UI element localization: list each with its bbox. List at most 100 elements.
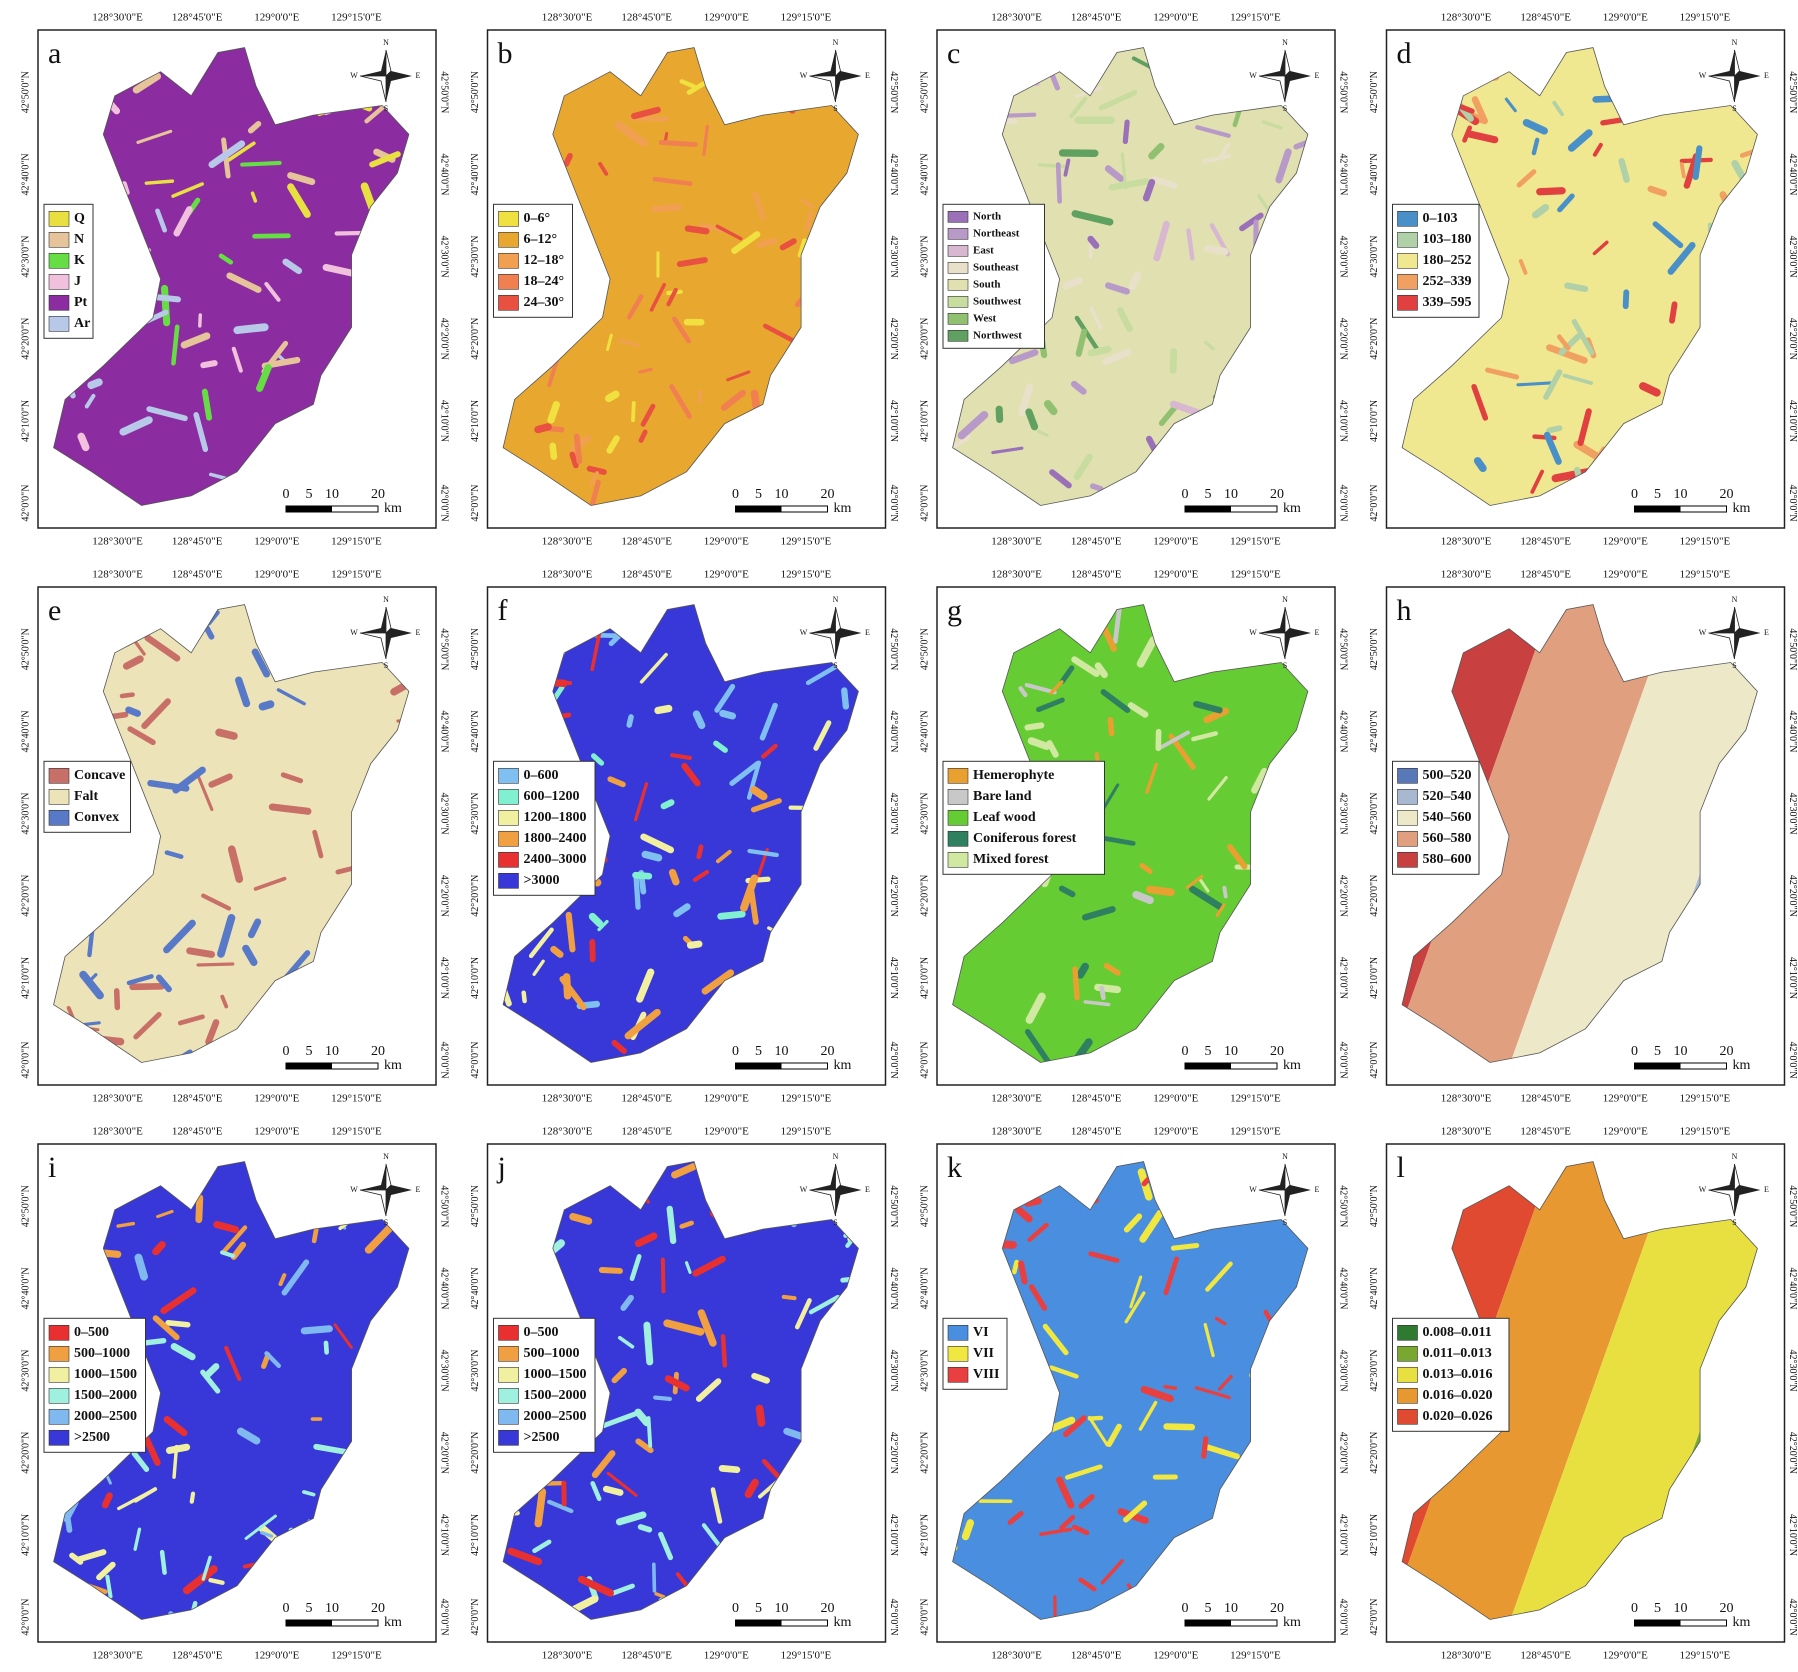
map-feature <box>591 1450 616 1479</box>
map-feature <box>658 140 698 148</box>
y-coord-label: 42°30'0"N <box>888 1350 899 1392</box>
panel: b 0–6° 6–12° 12–18° 18–24° 24–30° N E S W 0 5 10 20km… <box>470 12 899 548</box>
map-feature <box>155 208 168 233</box>
x-coord-label: 128°45'0"E <box>1071 536 1122 548</box>
map-feature <box>240 160 282 167</box>
y-coord-label: 42°40'0"N <box>1338 1267 1349 1309</box>
panel: c North Northeast East Southeast South Southwe… <box>919 12 1348 548</box>
y-coord-label: 42°10'0"N <box>1369 400 1380 442</box>
map-feature <box>1062 276 1084 290</box>
panel-letter: k <box>947 1151 962 1184</box>
map-feature <box>1275 148 1292 184</box>
map-feature <box>1203 1322 1215 1358</box>
map-feature <box>653 1395 672 1402</box>
map-feature <box>748 888 759 925</box>
legend-label: Coniferous forest <box>973 831 1077 846</box>
map-feature <box>1087 235 1100 249</box>
legend-label: Pt <box>74 295 88 310</box>
map-feature <box>252 233 291 239</box>
panel-letter: e <box>48 594 61 627</box>
panel: j 0–500 500–1000 1000–1500 1500–2000 2000–250… <box>470 1126 899 1662</box>
compass-label: N <box>1732 38 1738 47</box>
map-feature <box>159 1549 167 1575</box>
scale-unit: km <box>384 501 402 516</box>
legend-label: 0–600 <box>524 768 559 783</box>
map-feature <box>256 363 272 392</box>
map-feature <box>1531 203 1550 219</box>
map-feature <box>264 1351 281 1368</box>
compass-star <box>359 1163 392 1217</box>
map-feature <box>220 1225 248 1255</box>
y-coord-label: 42°10'0"N <box>1369 1514 1380 1556</box>
map-feature <box>697 389 703 404</box>
scale-label: 0 <box>732 1044 739 1059</box>
map-feature <box>952 435 971 459</box>
x-coord-label: 129°15'0"E <box>331 569 382 581</box>
map-feature <box>808 1294 841 1315</box>
y-coord-label: 42°50'0"N <box>1338 628 1349 670</box>
map-feature <box>841 687 850 710</box>
y-coord-label: 42°50'0"N <box>919 1185 930 1227</box>
compass-label: N <box>833 595 839 604</box>
compass-label: W <box>350 1185 358 1194</box>
x-coord-label: 128°45'0"E <box>1071 569 1122 581</box>
x-coord-label: 129°15'0"E <box>781 1650 832 1662</box>
map-feature <box>1116 307 1133 333</box>
map-feature <box>617 1335 635 1349</box>
y-coord-label: 42°0'0"N <box>1338 1042 1349 1079</box>
map-feature <box>1652 221 1684 249</box>
map-feature <box>1148 143 1165 160</box>
map-outline <box>502 1161 859 1620</box>
map-feature <box>1128 271 1142 291</box>
y-coord-label: 42°40'0"N <box>470 710 481 752</box>
map-feature <box>76 1549 107 1563</box>
scale-label: 5 <box>306 1601 313 1616</box>
map-feature <box>1543 431 1562 465</box>
y-coord-label: 42°50'0"N <box>1369 628 1380 670</box>
x-coord-label: 128°45'0"E <box>172 1126 223 1138</box>
x-coord-label: 129°15'0"E <box>781 1093 832 1105</box>
map-feature <box>160 1287 197 1315</box>
scale-bar-black <box>1185 1063 1231 1069</box>
map-feature <box>1138 1400 1158 1431</box>
x-coord-label: 128°30'0"E <box>92 1650 143 1662</box>
map-feature <box>1159 730 1190 750</box>
map-feature <box>1098 89 1138 111</box>
x-coord-label: 129°0'0"E <box>1603 1126 1648 1138</box>
map-feature <box>1543 369 1563 400</box>
map-feature <box>1089 483 1104 492</box>
y-coord-label: 42°40'0"N <box>20 1267 31 1309</box>
scale-label: 5 <box>1205 1044 1212 1059</box>
map-feature <box>1536 187 1566 196</box>
map-feature <box>589 479 601 506</box>
y-coord-label: 42°30'0"N <box>1369 793 1380 835</box>
map-feature <box>1251 767 1268 794</box>
x-coord-label: 129°0'0"E <box>1153 1650 1198 1662</box>
legend-box <box>43 1317 146 1453</box>
x-coord-label: 129°0'0"E <box>704 1093 749 1105</box>
y-coord-label: 42°30'0"N <box>1787 793 1798 835</box>
panel-letter: d <box>1397 37 1412 70</box>
map-feature <box>1139 1209 1164 1243</box>
map-feature <box>679 1220 694 1229</box>
map-feature <box>208 140 246 169</box>
x-coord-label: 128°30'0"E <box>92 569 143 581</box>
map-feature <box>1193 700 1223 714</box>
map-zone <box>1505 1161 1758 1620</box>
map-feature <box>1485 367 1520 380</box>
map-feature <box>1465 130 1499 144</box>
y-coord-label: 42°10'0"N <box>470 400 481 442</box>
y-coord-label: 42°40'0"N <box>1787 1267 1798 1309</box>
y-coord-label: 42°10'0"N <box>470 1514 481 1556</box>
legend-label: 180–252 <box>1423 253 1472 268</box>
scale-label: 0 <box>732 1601 739 1616</box>
map-feature <box>602 1485 624 1496</box>
map-feature <box>1027 737 1051 750</box>
x-coord-label: 128°45'0"E <box>1071 1093 1122 1105</box>
scale-unit: km <box>1733 501 1751 516</box>
x-coord-label: 128°45'0"E <box>1520 536 1571 548</box>
map-feature <box>1557 193 1575 213</box>
